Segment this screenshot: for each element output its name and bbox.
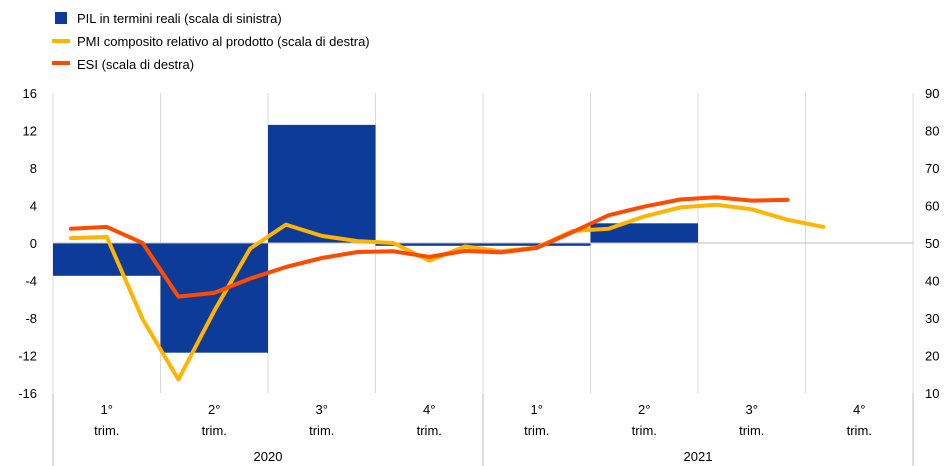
right-tick-label: 10 (925, 386, 939, 401)
left-tick-label: 8 (30, 161, 37, 176)
line-esi (68, 195, 790, 299)
legend: PIL in termini reali (scala di sinistra)… (52, 11, 370, 72)
left-tick-label: -16 (18, 386, 37, 401)
left-tick-label: 16 (23, 86, 37, 101)
legend-label-gdp: PIL in termini reali (scala di sinistra) (77, 11, 282, 26)
quarter-label: 1° (101, 402, 113, 417)
legend-swatch-pmi (52, 39, 70, 43)
right-tick-label: 30 (925, 311, 939, 326)
bar-gdp (375, 243, 483, 246)
quarter-label: 2° (208, 402, 220, 417)
bar-gdp (53, 243, 161, 276)
year-label: 2020 (254, 449, 283, 464)
left-axis: -16 -12 -8 -4 0 4 8 12 16 (18, 86, 37, 401)
left-tick-label: -12 (18, 349, 37, 364)
quarter-label-sub: trim. (94, 423, 119, 438)
legend-label-esi: ESI (scala di destra) (77, 57, 194, 72)
quarter-label: 4° (853, 402, 865, 417)
quarter-label: 1° (531, 402, 543, 417)
legend-swatch-gdp (55, 12, 67, 24)
left-tick-label: 0 (30, 236, 37, 251)
lines (68, 195, 826, 382)
quarter-label-sub: trim. (847, 423, 872, 438)
year-label: 2021 (684, 449, 713, 464)
quarter-label: 3° (316, 402, 328, 417)
quarter-label-sub: trim. (417, 423, 442, 438)
quarter-label-sub: trim. (202, 423, 227, 438)
quarter-label: 3° (746, 402, 758, 417)
left-tick-label: 12 (23, 124, 37, 139)
right-tick-label: 80 (925, 124, 939, 139)
right-tick-label: 40 (925, 274, 939, 289)
x-axis: 1° trim. 2° trim. 3° trim. 4° trim. 1° trim. 2° tri… (52, 393, 914, 466)
quarter-label-sub: trim. (632, 423, 657, 438)
quarter-label: 4° (423, 402, 435, 417)
right-tick-label: 90 (925, 86, 939, 101)
left-tick-label: -8 (25, 311, 37, 326)
legend-label-pmi: PMI composito relativo al prodotto (scal… (77, 34, 370, 49)
bar-gdp (590, 223, 698, 243)
right-axis: 10 20 30 40 50 60 70 80 90 (925, 86, 939, 401)
right-tick-label: 20 (925, 349, 939, 364)
left-tick-label: 4 (30, 199, 37, 214)
right-tick-label: 50 (925, 236, 939, 251)
right-tick-label: 70 (925, 161, 939, 176)
right-tick-label: 60 (925, 199, 939, 214)
left-tick-label: -4 (25, 274, 37, 289)
bar-gdp (483, 243, 591, 246)
quarter-label-sub: trim. (739, 423, 764, 438)
quarter-label: 2° (638, 402, 650, 417)
bar-gdp (160, 243, 268, 353)
quarter-label-sub: trim. (309, 423, 334, 438)
legend-swatch-esi (52, 61, 70, 65)
quarter-label-sub: trim. (524, 423, 549, 438)
